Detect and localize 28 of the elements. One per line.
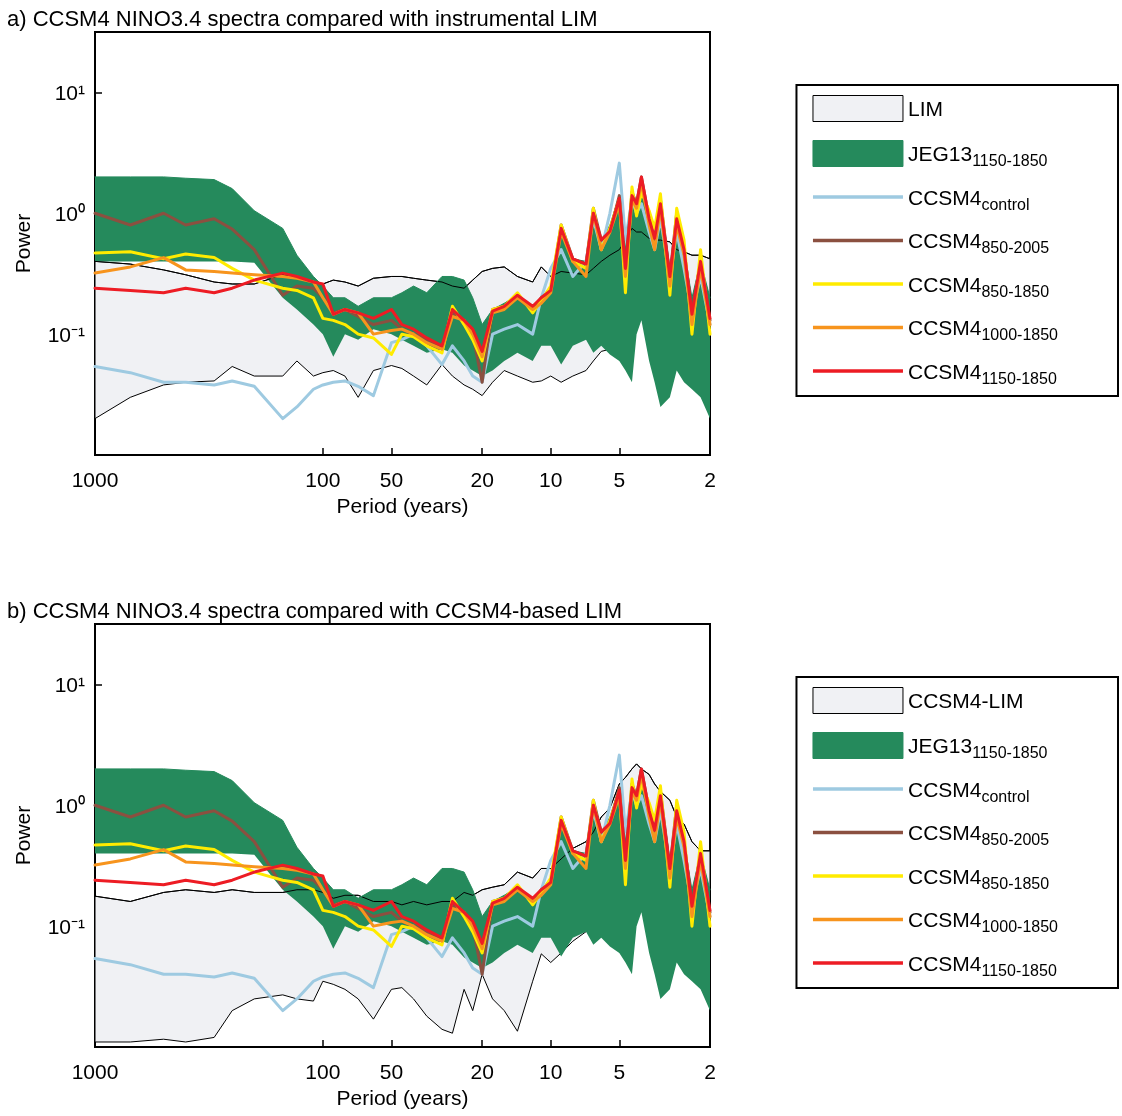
y-axis-title: Power <box>11 805 34 866</box>
y-tick-label: 10¹ <box>54 672 85 696</box>
x-tick-label: 1000 <box>71 1060 119 1083</box>
x-tick-label: 5 <box>613 1060 626 1083</box>
y-tick-label: 10⁰ <box>54 793 85 817</box>
x-tick-label: 20 <box>470 468 494 491</box>
x-tick-label: 20 <box>470 1060 494 1083</box>
y-tick-label: 10¹ <box>54 80 85 104</box>
y-tick-label: 10⁰ <box>54 201 85 225</box>
y-axis-title: Power <box>11 213 34 274</box>
x-tick-label: 50 <box>379 468 404 491</box>
chart-title: a) CCSM4 NINO3.4 spectra compared with instrumental LIM <box>7 5 598 31</box>
chart-title: b) CCSM4 NINO3.4 spectra compared with CCSM4-based LIM <box>7 597 622 623</box>
x-axis-title: Period (years) <box>336 1086 469 1109</box>
legend-label: LIM <box>907 97 943 120</box>
x-axis-title: Period (years) <box>336 494 469 517</box>
x-tick-label: 50 <box>379 1060 404 1083</box>
x-tick-label: 10 <box>539 1060 563 1083</box>
legend-label: CCSM4-LIM <box>907 689 1024 712</box>
y-tick-label: 10⁻¹ <box>47 322 85 346</box>
x-tick-label: 100 <box>305 468 341 491</box>
x-tick-label: 5 <box>613 468 626 491</box>
x-tick-label: 2 <box>704 1060 716 1083</box>
x-tick-label: 100 <box>305 1060 341 1083</box>
y-tick-label: 10⁻¹ <box>47 914 85 938</box>
x-tick-label: 10 <box>539 468 563 491</box>
x-tick-label: 2 <box>704 468 716 491</box>
x-tick-label: 1000 <box>71 468 119 491</box>
